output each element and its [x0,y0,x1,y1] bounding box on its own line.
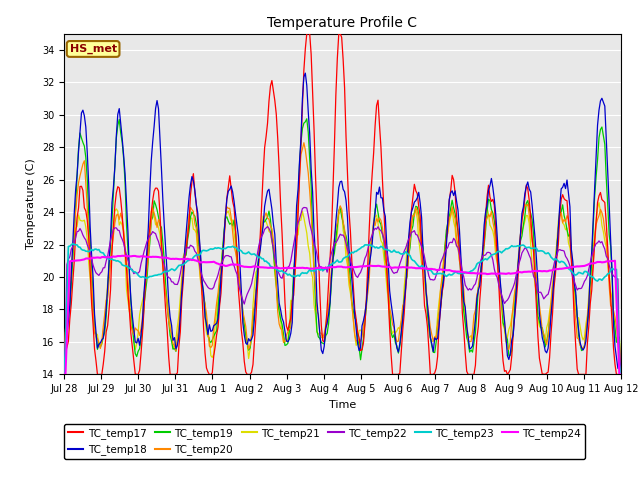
TC_temp22 [97,270,104,276]
TC_temp21 [540,333,548,338]
TC_temp22 [348,262,356,268]
Line: TC_temp19: TC_temp19 [64,119,621,374]
TC_temp18 [60,372,68,377]
TC_temp20 [97,346,104,351]
TC_temp22 [300,204,308,210]
TC_temp20 [79,161,87,167]
TC_temp18 [348,276,356,282]
TC_temp18 [617,372,625,377]
Line: TC_temp24: TC_temp24 [64,256,621,374]
TC_temp21 [617,372,625,377]
TC_temp23 [69,241,77,247]
TC_temp24 [458,269,466,275]
TC_temp23 [458,270,466,276]
TC_temp17 [458,310,466,316]
TC_temp24 [348,264,356,270]
TC_temp21 [97,342,104,348]
TC_temp22 [541,294,549,300]
TC_temp19 [79,140,87,145]
TC_temp22 [60,372,68,377]
Text: HS_met: HS_met [70,44,116,54]
TC_temp17 [79,188,87,193]
TC_temp23 [98,250,106,255]
TC_temp19 [348,299,356,305]
TC_temp24 [121,253,129,259]
TC_temp21 [79,218,87,224]
TC_temp24 [617,372,625,377]
TC_temp21 [595,200,603,205]
TC_temp17 [303,31,310,36]
TC_temp22 [458,269,466,275]
TC_temp19 [303,116,310,121]
TC_temp20 [614,336,621,342]
TC_temp24 [60,372,68,377]
Legend: TC_temp17, TC_temp18, TC_temp19, TC_temp20, TC_temp21, TC_temp22, TC_temp23, TC_: TC_temp17, TC_temp18, TC_temp19, TC_temp… [63,424,585,459]
TC_temp19 [458,289,466,295]
TC_temp21 [457,264,465,270]
TC_temp22 [79,232,87,238]
TC_temp21 [60,372,68,377]
Line: TC_temp17: TC_temp17 [64,34,621,374]
TC_temp19 [617,372,625,377]
TC_temp24 [97,255,104,261]
TC_temp23 [81,247,88,253]
TC_temp18 [614,365,621,371]
TC_temp19 [97,345,104,350]
Line: TC_temp22: TC_temp22 [64,207,621,374]
TC_temp17 [348,259,356,264]
TC_temp17 [60,372,68,377]
TC_temp23 [614,314,621,320]
TC_temp24 [79,257,87,263]
X-axis label: Time: Time [329,400,356,409]
TC_temp22 [614,276,621,282]
TC_temp21 [346,290,354,296]
TC_temp17 [97,372,104,377]
Line: TC_temp21: TC_temp21 [64,203,621,374]
TC_temp23 [541,251,549,256]
TC_temp18 [79,108,87,113]
TC_temp23 [617,372,625,377]
TC_temp24 [541,268,549,274]
TC_temp20 [300,140,308,145]
TC_temp20 [458,279,466,285]
TC_temp17 [614,372,621,377]
TC_temp17 [541,372,549,377]
TC_temp19 [614,337,621,343]
TC_temp21 [614,340,621,346]
TC_temp19 [541,344,549,350]
TC_temp20 [348,300,356,306]
TC_temp18 [541,348,549,354]
TC_temp20 [541,337,549,343]
TC_temp20 [60,372,68,377]
TC_temp18 [97,340,104,346]
TC_temp24 [614,333,621,339]
Y-axis label: Temperature (C): Temperature (C) [26,158,36,250]
Line: TC_temp18: TC_temp18 [64,73,621,374]
TC_temp18 [301,70,309,76]
Line: TC_temp20: TC_temp20 [64,143,621,374]
TC_temp23 [348,249,356,255]
Title: Temperature Profile C: Temperature Profile C [268,16,417,30]
Line: TC_temp23: TC_temp23 [64,244,621,374]
TC_temp22 [617,372,625,377]
TC_temp23 [60,372,68,377]
TC_temp20 [617,372,625,377]
TC_temp19 [60,372,68,377]
TC_temp17 [617,372,625,377]
TC_temp18 [458,275,466,280]
